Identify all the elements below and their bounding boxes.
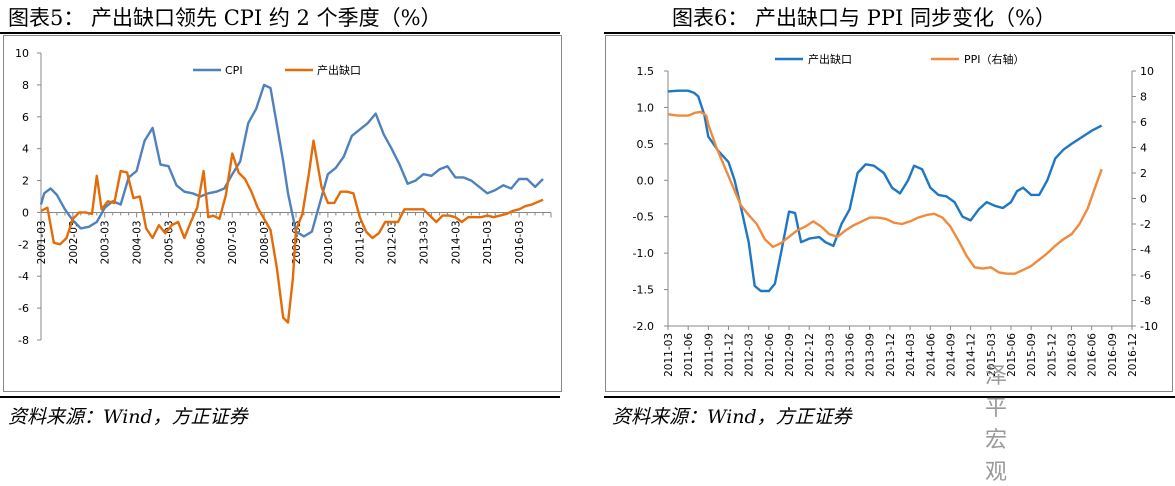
legend-label-ppi: PPI（右轴） xyxy=(964,52,1025,66)
x-tick-label: 2015-03 xyxy=(986,333,998,377)
x-tick-label: 2016-06 xyxy=(1087,333,1099,377)
y-right-tick-label: 10 xyxy=(1140,65,1154,78)
x-tick-label: 2016-09 xyxy=(1107,333,1119,377)
x-tick-label: 2010-03 xyxy=(323,220,335,264)
x-tick-label: 2007-03 xyxy=(227,220,239,264)
x-tick-label: 2011-06 xyxy=(683,333,695,377)
y-tick-label: 0 xyxy=(22,206,29,219)
y-left-tick-label: -1.5 xyxy=(633,284,654,297)
y-left-tick-label: 0.5 xyxy=(637,138,655,151)
y-right-tick-label: 4 xyxy=(1140,142,1147,155)
x-tick-label: 2014-03 xyxy=(905,333,917,377)
watermark: 泽平宏观 xyxy=(985,364,1009,485)
y-left-tick-label: 0.0 xyxy=(637,174,655,187)
right-bottom-rule xyxy=(604,396,1175,398)
x-tick-label: 2011-03 xyxy=(355,220,367,264)
left-bottom-rule xyxy=(0,396,560,398)
y-tick-label: -4 xyxy=(18,270,29,283)
y-left-tick-label: 1.5 xyxy=(637,65,655,78)
y-right-tick-label: -6 xyxy=(1140,269,1151,282)
y-left-tick-label: 1.0 xyxy=(637,101,655,114)
x-tick-label: 2004-03 xyxy=(132,220,144,264)
y-right-tick-label: -4 xyxy=(1140,244,1151,257)
x-tick-label: 2012-12 xyxy=(804,333,816,377)
x-tick-label: 2016-03 xyxy=(514,220,526,264)
x-tick-label: 2011-12 xyxy=(724,333,736,377)
x-tick-label: 2015-09 xyxy=(1026,333,1038,377)
x-tick-label: 2012-03 xyxy=(744,333,756,377)
x-tick-label: 2014-09 xyxy=(945,333,957,377)
x-tick-label: 2012-06 xyxy=(764,333,776,377)
right-source-note: 资料来源：Wind，方正证券 xyxy=(612,406,852,428)
x-tick-label: 2015-03 xyxy=(482,220,494,264)
x-tick-label: 2014-06 xyxy=(925,333,937,377)
x-tick-label: 2011-03 xyxy=(663,333,675,377)
x-tick-label: 2015-06 xyxy=(1006,333,1018,377)
right-chart: -2.0 -1.5 -1.0 -0.5 0.0 0.5 1.0 1.5 -10 -8 -6 -4 -2 0… xyxy=(605,35,1173,392)
series-line-cpi xyxy=(39,83,544,238)
left-source-note: 资料来源：Wind，方正证券 xyxy=(8,406,248,428)
x-tick-label: 2013-12 xyxy=(885,333,897,377)
x-tick-label: 2001-03 xyxy=(36,220,48,264)
legend-label-output-gap: 产出缺口 xyxy=(317,63,361,77)
legend-label-output-gap: 产出缺口 xyxy=(808,52,852,66)
y-tick-label: -8 xyxy=(18,334,29,347)
x-tick-label: 2013-06 xyxy=(845,333,857,377)
y-right-tick-label: 8 xyxy=(1140,91,1147,104)
chart-frame xyxy=(605,35,1173,392)
left-title-rule xyxy=(0,32,560,34)
left-figure-title: 图表5： 产出缺口领先 CPI 约 2 个季度（%） xyxy=(8,6,442,30)
x-tick-label: 2013-03 xyxy=(419,220,431,264)
x-tick-label: 2006-03 xyxy=(195,220,207,264)
legend-label-cpi: CPI xyxy=(225,64,243,77)
x-tick-label: 2008-03 xyxy=(259,220,271,264)
y-tick-label: 4 xyxy=(22,143,29,156)
y-right-tick-label: -8 xyxy=(1140,295,1151,308)
series-line-ppi xyxy=(667,110,1103,275)
y-tick-label: -6 xyxy=(18,302,29,315)
y-tick-label: 10 xyxy=(15,47,29,60)
y-left-tick-label: -2.0 xyxy=(633,320,654,333)
y-left-tick-label: -1.0 xyxy=(633,247,654,260)
y-tick-label: 2 xyxy=(22,175,29,188)
x-tick-label: 2013-03 xyxy=(824,333,836,377)
x-tick-label: 2016-03 xyxy=(1066,333,1078,377)
y-tick-label: -2 xyxy=(18,238,29,251)
y-right-tick-label: 2 xyxy=(1140,167,1147,180)
y-left-tick-label: -0.5 xyxy=(633,211,654,224)
x-tick-label: 2002-03 xyxy=(68,220,80,264)
x-tick-label: 2014-03 xyxy=(450,220,462,264)
y-right-tick-label: -10 xyxy=(1140,320,1158,333)
x-tick-label: 2012-09 xyxy=(784,333,796,377)
right-title-rule xyxy=(604,32,1175,34)
x-tick-label: 2014-12 xyxy=(966,333,978,377)
x-tick-label: 2015-12 xyxy=(1046,333,1058,377)
series-line-output-gap xyxy=(667,89,1103,293)
right-figure-title: 图表6： 产出缺口与 PPI 同步变化（%） xyxy=(672,6,1056,30)
x-tick-label: 2003-03 xyxy=(100,220,112,264)
series-line-output-gap xyxy=(40,139,544,324)
y-tick-label: 8 xyxy=(22,79,29,92)
y-right-tick-label: 6 xyxy=(1140,116,1147,129)
y-right-tick-label: 0 xyxy=(1140,193,1147,206)
y-tick-label: 6 xyxy=(22,111,29,124)
x-tick-label: 2013-09 xyxy=(865,333,877,377)
left-chart: -8 -6 -4 -2 0 2 4 6 8 10 2001-03 2002-03 2003-03 2004… xyxy=(3,35,562,392)
y-right-tick-label: -2 xyxy=(1140,218,1151,231)
x-tick-label: 2016-12 xyxy=(1127,333,1139,377)
x-tick-label: 2011-09 xyxy=(703,333,715,377)
x-tick-label: 2012-03 xyxy=(387,220,399,264)
